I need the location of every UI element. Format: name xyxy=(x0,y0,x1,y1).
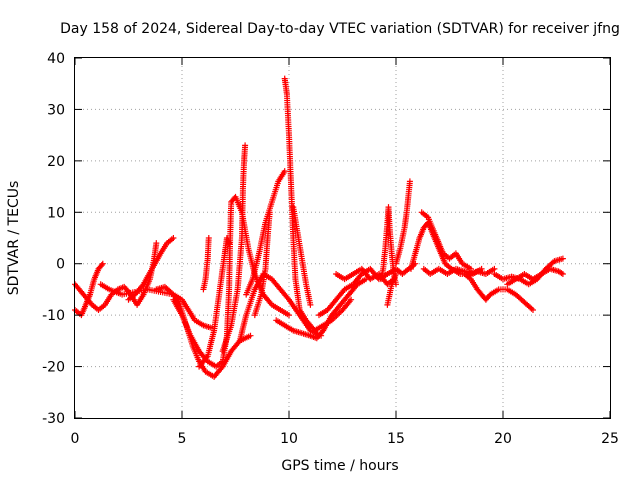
series-sat-track-26 xyxy=(504,265,566,288)
series-markers xyxy=(196,235,233,370)
series-markers xyxy=(378,204,399,288)
series-sat-track-18 xyxy=(378,204,399,288)
series-markers xyxy=(236,271,325,344)
y-tick-label: 40 xyxy=(47,51,65,67)
x-tick-label: 25 xyxy=(601,431,619,447)
series-markers xyxy=(281,75,355,334)
series-sat-track-20 xyxy=(393,178,413,267)
x-tick-label: 5 xyxy=(178,431,187,447)
series-sat-track-24 xyxy=(461,271,536,313)
series-markers xyxy=(273,276,369,342)
series-markers xyxy=(504,265,566,288)
x-axis-label: GPS time / hours xyxy=(281,458,398,474)
series-sat-track-16 xyxy=(316,260,419,319)
y-tick-label: 10 xyxy=(47,205,65,221)
series-sat-track-12 xyxy=(251,209,273,319)
chart-title: Day 158 of 2024, Sidereal Day-to-day VTE… xyxy=(60,21,620,37)
axis-ticks: 0 5 10 15 20 25 -30 -20 -10 0 10 20 30 40 xyxy=(42,51,619,447)
series-markers xyxy=(418,209,474,272)
grid xyxy=(75,58,610,418)
series-sat-track-14 xyxy=(273,276,369,342)
y-tick-label: -10 xyxy=(42,308,65,324)
series-sat-track-23 xyxy=(420,265,485,277)
y-tick-label: 30 xyxy=(47,102,65,118)
series-sat-track-15 xyxy=(290,204,314,308)
series-sat-track-11 xyxy=(236,271,325,344)
series-markers xyxy=(251,209,273,319)
series-sat-track-19 xyxy=(384,271,399,308)
series-sat-track-7 xyxy=(196,235,233,370)
x-tick-label: 0 xyxy=(71,431,80,447)
data-series xyxy=(72,75,566,380)
series-markers xyxy=(333,265,397,288)
series-markers xyxy=(384,271,399,308)
plot-frame xyxy=(74,57,611,419)
series-sat-track-8 xyxy=(200,235,212,293)
series-markers xyxy=(461,271,536,313)
series-sat-track-17 xyxy=(333,265,397,288)
x-tick-label: 20 xyxy=(494,431,512,447)
series-sat-track-22 xyxy=(418,209,474,272)
series-sat-track-10 xyxy=(243,168,288,298)
series-markers xyxy=(420,265,485,277)
x-tick-label: 15 xyxy=(387,431,405,447)
series-markers xyxy=(290,204,314,308)
x-tick-label: 10 xyxy=(280,431,298,447)
series-markers xyxy=(200,235,212,293)
series-markers xyxy=(393,178,413,267)
y-tick-label: 20 xyxy=(47,154,65,170)
series-markers xyxy=(243,168,288,298)
series-markers xyxy=(170,193,292,370)
y-tick-label: 0 xyxy=(56,257,65,273)
y-tick-label: -30 xyxy=(42,411,65,427)
series-sat-track-9 xyxy=(219,142,249,355)
series-markers xyxy=(219,142,249,355)
y-axis-label: SDTVAR / TECUs xyxy=(6,181,22,296)
y-tick-label: -20 xyxy=(42,360,65,376)
series-sat-track-13 xyxy=(281,75,355,334)
series-markers xyxy=(316,260,419,319)
